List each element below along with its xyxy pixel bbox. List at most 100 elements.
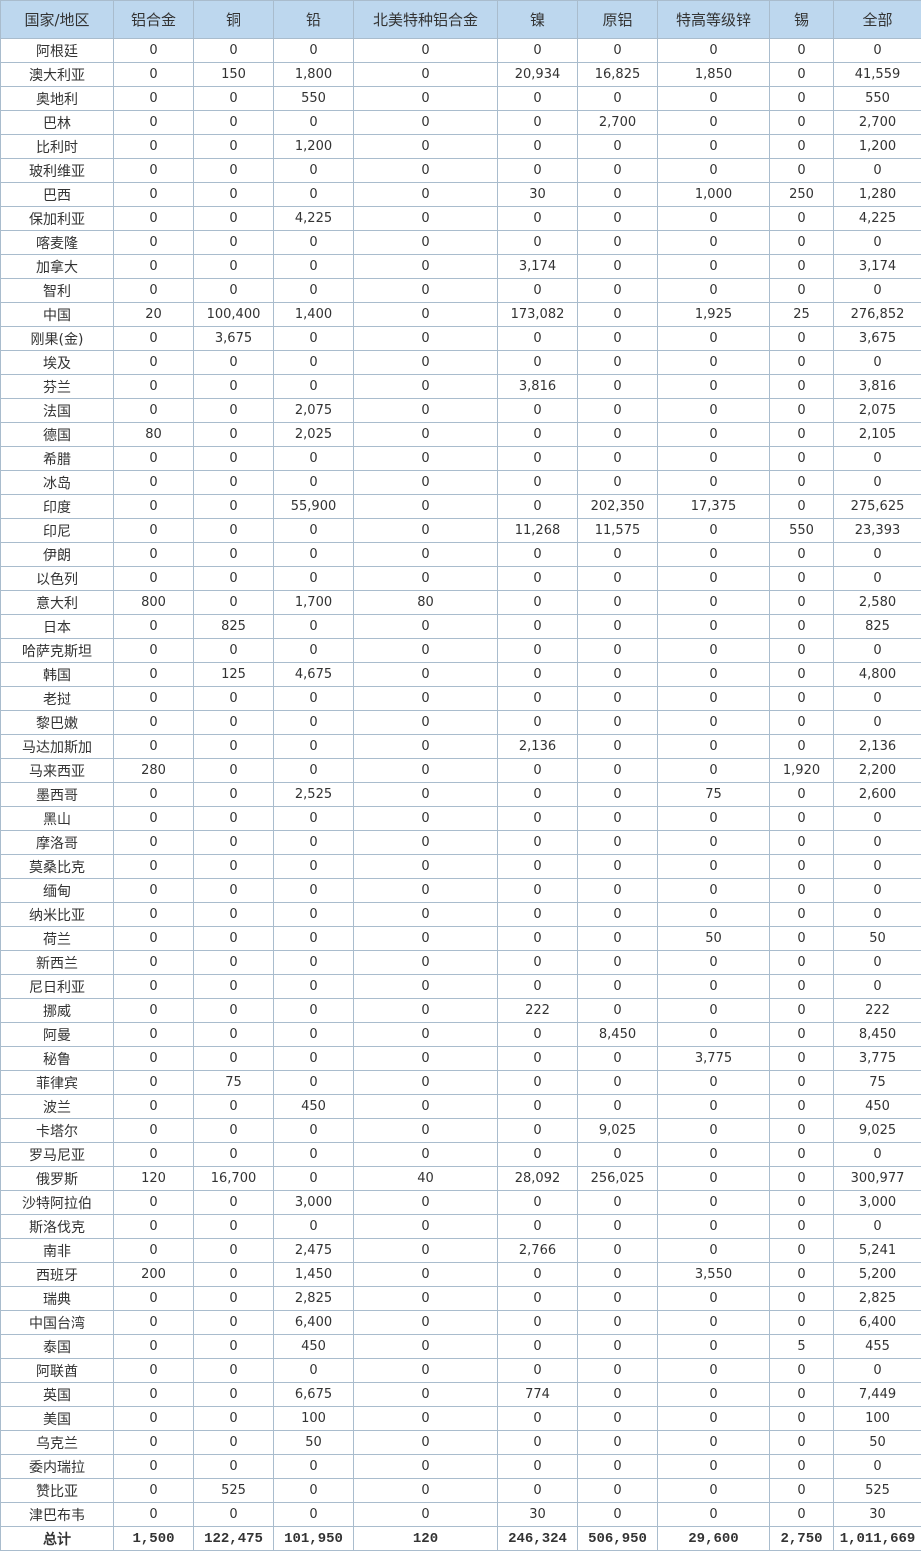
row-label: 西班牙: [1, 1263, 114, 1287]
row-label: 黎巴嫩: [1, 711, 114, 735]
table-cell: 75: [658, 783, 770, 807]
table-cell: 0: [274, 279, 354, 303]
table-cell: 0: [194, 1383, 274, 1407]
table-cell: 0: [194, 543, 274, 567]
table-cell: 100,400: [194, 303, 274, 327]
table-cell: 0: [114, 1455, 194, 1479]
table-cell: 0: [194, 87, 274, 111]
table-cell: 0: [354, 663, 498, 687]
column-header: 铝合金: [114, 1, 194, 39]
table-cell: 0: [498, 783, 578, 807]
table-cell: 0: [114, 495, 194, 519]
table-cell: 0: [114, 231, 194, 255]
table-cell: 2,136: [498, 735, 578, 759]
table-cell: 0: [114, 855, 194, 879]
table-cell: 550: [770, 519, 834, 543]
table-cell: 0: [498, 1047, 578, 1071]
table-cell: 0: [354, 1239, 498, 1263]
table-cell: 0: [114, 831, 194, 855]
table-cell: 3,816: [834, 375, 921, 399]
table-cell: 0: [658, 135, 770, 159]
table-cell: 0: [194, 375, 274, 399]
table-cell: 0: [658, 447, 770, 471]
table-cell: 0: [194, 279, 274, 303]
table-cell: 0: [658, 1071, 770, 1095]
table-cell: 0: [274, 351, 354, 375]
table-cell: 0: [770, 1047, 834, 1071]
table-cell: 0: [498, 1431, 578, 1455]
table-cell: 276,852: [834, 303, 921, 327]
table-cell: 0: [498, 1455, 578, 1479]
table-cell: 0: [274, 1071, 354, 1095]
table-cell: 0: [578, 591, 658, 615]
table-cell: 0: [114, 1311, 194, 1335]
table-cell: 0: [194, 807, 274, 831]
table-cell: 16,825: [578, 63, 658, 87]
table-cell: 0: [834, 471, 921, 495]
table-cell: 0: [354, 375, 498, 399]
table-cell: 0: [354, 735, 498, 759]
table-cell: 0: [354, 1311, 498, 1335]
table-cell: 0: [770, 351, 834, 375]
table-cell: 0: [658, 567, 770, 591]
table-cell: 30: [498, 1503, 578, 1527]
table-cell: 0: [770, 711, 834, 735]
table-cell: 0: [578, 87, 658, 111]
table-cell: 0: [770, 279, 834, 303]
table-cell: 0: [114, 567, 194, 591]
table-cell: 0: [498, 1407, 578, 1431]
header-row: 国家/地区铝合金铜铅北美特种铝合金镍原铝特高等级锌锡全部: [1, 1, 921, 39]
table-cell: 2,825: [834, 1287, 921, 1311]
table-cell: 17,375: [658, 495, 770, 519]
table-cell: 0: [834, 351, 921, 375]
table-cell: 0: [578, 1311, 658, 1335]
table-cell: 0: [274, 543, 354, 567]
table-cell: 0: [114, 351, 194, 375]
table-cell: 0: [770, 111, 834, 135]
table-cell: 0: [770, 63, 834, 87]
table-cell: 0: [114, 39, 194, 63]
table-cell: 0: [770, 1359, 834, 1383]
table-cell: 0: [834, 39, 921, 63]
table-cell: 0: [658, 807, 770, 831]
table-cell: 0: [354, 807, 498, 831]
column-header: 铜: [194, 1, 274, 39]
row-label: 尼日利亚: [1, 975, 114, 999]
table-cell: 0: [834, 447, 921, 471]
table-cell: 246,324: [498, 1527, 578, 1551]
table-cell: 0: [658, 519, 770, 543]
table-cell: 6,400: [834, 1311, 921, 1335]
table-cell: 550: [834, 87, 921, 111]
table-cell: 0: [498, 351, 578, 375]
table-cell: 0: [658, 255, 770, 279]
table-cell: 0: [114, 135, 194, 159]
table-cell: 0: [658, 591, 770, 615]
table-cell: 0: [354, 1407, 498, 1431]
table-cell: 0: [194, 1455, 274, 1479]
table-cell: 0: [354, 1431, 498, 1455]
table-cell: 0: [658, 735, 770, 759]
table-cell: 0: [770, 423, 834, 447]
table-cell: 0: [114, 687, 194, 711]
table-cell: 0: [194, 1335, 274, 1359]
table-cell: 0: [834, 831, 921, 855]
table-cell: 506,950: [578, 1527, 658, 1551]
table-cell: 0: [658, 1287, 770, 1311]
table-cell: 0: [354, 831, 498, 855]
table-cell: 525: [194, 1479, 274, 1503]
table-cell: 0: [354, 1287, 498, 1311]
